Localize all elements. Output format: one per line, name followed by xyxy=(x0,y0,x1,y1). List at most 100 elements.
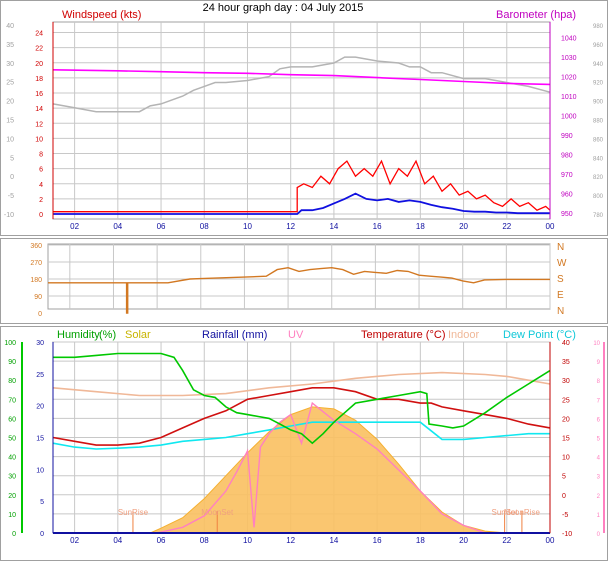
x-tick-label: 20 xyxy=(459,536,468,545)
humidity-unit-label: (%) xyxy=(99,329,116,341)
x-tick-label: 02 xyxy=(70,222,79,231)
y-tick-label-barometer: 990 xyxy=(561,133,573,140)
y-tick-label-grey: 35 xyxy=(6,42,14,49)
page-title: 24 hour graph day : 04 July 2015 xyxy=(203,2,364,14)
x-tick-label: 22 xyxy=(502,536,511,545)
y-tick-label-temperature: 5 xyxy=(562,474,566,481)
y-tick-label-grey-right: 920 xyxy=(593,81,604,87)
series-grey-barometer xyxy=(52,56,551,113)
y-tick-label-windspeed: 4 xyxy=(39,182,43,189)
y-tick-label-direction: 360 xyxy=(30,243,42,250)
y-tick-label-uv: 1 xyxy=(597,513,601,519)
series-dew-point xyxy=(52,421,550,450)
y-tick-label-grey: 10 xyxy=(6,136,14,143)
y-tick-label-grey: 15 xyxy=(6,118,14,125)
x-tick-label: 08 xyxy=(200,222,209,231)
y-tick-label-humidity: 0 xyxy=(12,531,16,538)
y-tick-label-windspeed: 14 xyxy=(35,106,43,113)
y-tick-label-barometer: 960 xyxy=(561,192,573,199)
x-tick-label: 20 xyxy=(459,222,468,231)
y-tick-label-uv: 10 xyxy=(593,341,600,347)
y-tick-label-temperature: 15 xyxy=(562,436,570,443)
y-tick-label-compass: E xyxy=(557,290,564,301)
y-tick-label-grey: -10 xyxy=(4,212,14,219)
y-tick-label-temperature: 25 xyxy=(562,397,570,404)
y-tick-label-grey-right: 940 xyxy=(593,62,604,68)
x-tick-label: 18 xyxy=(416,222,425,231)
y-tick-label-uv: 9 xyxy=(597,360,601,366)
x-tick-label: 12 xyxy=(286,536,295,545)
y-tick-label-uv: 8 xyxy=(597,379,601,385)
y-tick-label-humidity: 90 xyxy=(8,359,16,366)
y-tick-label-grey: 0 xyxy=(10,174,14,181)
y-tick-label-uv: 0 xyxy=(597,532,601,538)
temp-humidity-panel: Humidity (%) Solar Rainfall (mm) UV Temp… xyxy=(0,326,608,561)
y-tick-label-grey-right: 820 xyxy=(593,175,604,181)
y-tick-label-direction: 270 xyxy=(30,260,42,267)
y-tick-label-grey-right: 840 xyxy=(593,156,604,162)
wind-baro-panel: Windspeed (kts) Barometer (hpa) 02 04 06 08… xyxy=(0,0,608,236)
y-tick-label-barometer: 1020 xyxy=(561,75,577,82)
y-tick-label-grey-right: 800 xyxy=(593,194,604,200)
y-tick-label-compass: S xyxy=(557,274,564,285)
y-tick-label-uv: 3 xyxy=(597,475,601,481)
y-tick-label-windspeed: 12 xyxy=(35,121,43,128)
y-tick-label-rainfall: 10 xyxy=(36,467,44,474)
y-tick-label-uv: 7 xyxy=(597,398,601,404)
rainfall-label: Rainfall (mm) xyxy=(202,329,267,341)
y-tick-label-windspeed: 10 xyxy=(35,136,43,143)
y-tick-label-rainfall: 25 xyxy=(36,372,44,379)
x-tick-label: 22 xyxy=(502,222,511,231)
y-tick-label-grey-right: 780 xyxy=(593,213,604,219)
y-tick-label-barometer: 1030 xyxy=(561,55,577,62)
y-tick-label-barometer: 1010 xyxy=(561,94,577,101)
marker-label-moonset: MoonSet xyxy=(201,508,234,517)
series-windspeed xyxy=(53,159,551,213)
y-tick-label-rainfall: 20 xyxy=(36,404,44,411)
y-tick-label-uv: 5 xyxy=(597,437,601,443)
y-tick-label-uv: 4 xyxy=(597,456,601,462)
x-tick-label: 18 xyxy=(416,536,425,545)
y-tick-label-barometer: 970 xyxy=(561,172,573,179)
y-tick-label-compass: N xyxy=(557,306,564,317)
y-tick-label-windspeed: 2 xyxy=(39,197,43,204)
y-tick-label-barometer: 1000 xyxy=(561,114,577,121)
series-barometer xyxy=(52,69,551,86)
series-avg-windspeed xyxy=(53,192,550,215)
y-tick-label-grey: 20 xyxy=(6,99,14,106)
y-tick-label-humidity: 50 xyxy=(8,436,16,443)
y-tick-label-humidity: 30 xyxy=(8,474,16,481)
y-tick-label-humidity: 100 xyxy=(4,340,16,347)
x-tick-label: 10 xyxy=(243,536,252,545)
x-tick-label: 06 xyxy=(157,222,166,231)
y-tick-label-rainfall: 0 xyxy=(40,531,44,538)
barometer-axis-title: Barometer (hpa) xyxy=(496,9,576,21)
windspeed-axis-title: Windspeed (kts) xyxy=(62,9,141,21)
y-tick-label-humidity: 80 xyxy=(8,378,16,385)
dewpoint-label: Dew Point (°C) xyxy=(503,329,576,341)
y-tick-label-grey: 5 xyxy=(10,155,14,162)
y-tick-label-temperature: 40 xyxy=(562,340,570,347)
y-tick-label-temperature: 10 xyxy=(562,455,570,462)
y-tick-label-windspeed: 22 xyxy=(35,46,43,53)
y-tick-label-grey-right: 980 xyxy=(593,24,604,30)
y-tick-label-grey-right: 960 xyxy=(593,43,604,49)
x-tick-label: 10 xyxy=(243,222,252,231)
uv-label: UV xyxy=(288,329,304,341)
series-indoor-temperature xyxy=(52,371,551,397)
y-tick-label-compass: W xyxy=(557,258,567,269)
plot-area xyxy=(47,243,551,310)
y-tick-label-humidity: 70 xyxy=(8,397,16,404)
series-temperature xyxy=(52,386,551,446)
x-tick-label: 00 xyxy=(546,222,555,231)
y-tick-label-grey-right: 900 xyxy=(593,100,604,106)
y-tick-label-temperature: 0 xyxy=(562,493,566,500)
x-tick-label: 00 xyxy=(546,536,555,545)
y-tick-label-humidity: 20 xyxy=(8,493,16,500)
y-tick-label-compass: N xyxy=(557,242,564,253)
y-tick-label-rainfall: 30 xyxy=(36,340,44,347)
marker-label-sunrise: SunRise xyxy=(118,508,149,517)
y-tick-label-direction: 0 xyxy=(38,311,42,318)
